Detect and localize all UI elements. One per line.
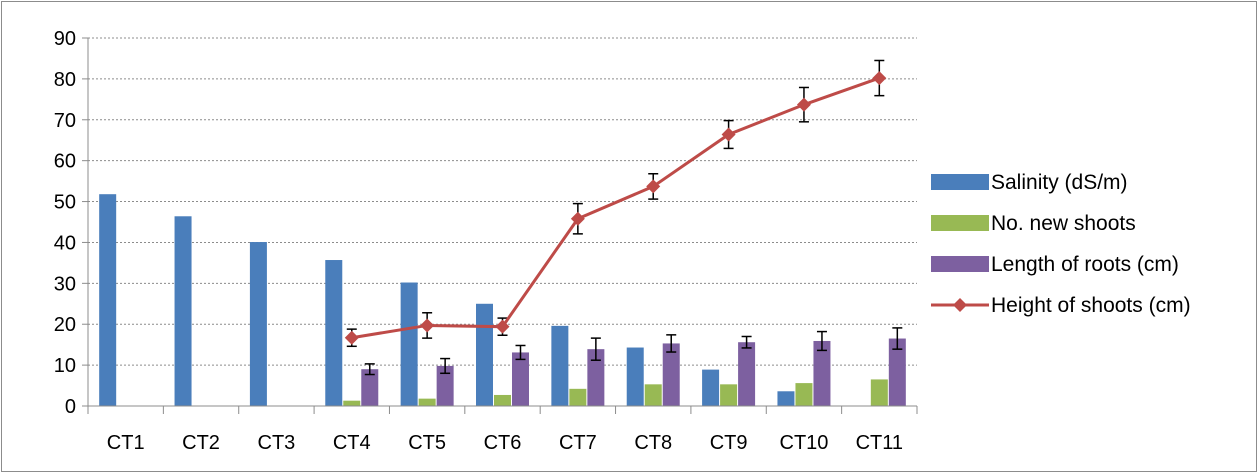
bar-length-of-roots-cm-ct7 [587, 349, 605, 406]
bar-no-new-shoots-ct7 [569, 388, 587, 406]
legend-swatch-length-of-roots-cm [931, 256, 989, 272]
y-tick-label-90: 90 [54, 28, 76, 50]
point-height-of-shoots-cm-ct11 [872, 71, 887, 86]
bar-no-new-shoots-ct5 [418, 398, 436, 406]
y-tick-label-10: 10 [54, 355, 76, 377]
bar-length-of-roots-cm-ct8 [662, 343, 680, 406]
x-tick-label-ct1: CT1 [107, 432, 145, 454]
y-tick-label-0: 0 [65, 396, 76, 418]
x-tick-label-ct4: CT4 [333, 432, 371, 454]
bar-salinity-ds-m-ct8 [626, 347, 644, 406]
bar-salinity-ds-m-ct9 [702, 369, 720, 406]
bar-no-new-shoots-ct4 [343, 400, 361, 406]
bar-length-of-roots-cm-ct11 [888, 338, 906, 406]
bar-no-new-shoots-ct8 [644, 384, 662, 406]
x-tick-label-ct11: CT11 [856, 432, 903, 454]
point-height-of-shoots-cm-ct7 [570, 211, 585, 226]
axes: 0 10 20 30 40 50 60 70 80 90 CT1 CT2 CT3 CT4 CT5 CT6 CT7… [54, 28, 918, 454]
y-tick-label-60: 60 [54, 151, 76, 173]
y-tick-label-50: 50 [54, 192, 76, 214]
y-tick-label-20: 20 [54, 314, 76, 336]
bar-salinity-ds-m-ct5 [400, 282, 418, 406]
x-tick-label-ct8: CT8 [634, 432, 672, 454]
legend-label-length-of-roots-cm: Length of roots (cm) [991, 253, 1179, 276]
bar-salinity-ds-m-ct4 [325, 260, 343, 406]
legend-swatch-salinity-ds-m [931, 174, 989, 190]
bar-marks [99, 194, 906, 406]
x-tick-label-ct7: CT7 [559, 432, 597, 454]
point-height-of-shoots-cm-ct9 [721, 127, 736, 142]
x-tick-label-ct10: CT10 [780, 432, 829, 454]
point-height-of-shoots-cm-ct8 [646, 179, 661, 194]
error-bars [346, 59, 903, 376]
y-tick-label-40: 40 [54, 232, 76, 254]
x-tick-label-ct9: CT9 [710, 432, 748, 454]
bar-salinity-ds-m-ct1 [99, 194, 117, 406]
x-tick-label-ct3: CT3 [258, 432, 296, 454]
bar-length-of-roots-cm-ct6 [512, 352, 529, 406]
line-height-of-shoots-cm [351, 76, 880, 340]
grid-lines [88, 37, 917, 366]
bar-length-of-roots-cm-ct4 [361, 369, 379, 406]
bar-no-new-shoots-ct10 [795, 383, 813, 406]
bar-no-new-shoots-ct9 [720, 384, 738, 406]
legend: Salinity (dS/m) No. new shoots Length of r… [931, 171, 1191, 317]
bar-salinity-ds-m-ct10 [777, 391, 795, 406]
line-series [344, 71, 887, 345]
legend-label-salinity-ds-m: Salinity (dS/m) [991, 171, 1128, 194]
bar-length-of-roots-cm-ct10 [813, 340, 831, 406]
bar-length-of-roots-cm-ct9 [738, 342, 756, 406]
point-height-of-shoots-cm-ct5 [420, 318, 435, 333]
bar-length-of-roots-cm-ct5 [436, 365, 454, 406]
bar-salinity-ds-m-ct2 [174, 216, 192, 406]
legend-label-no-new-shoots: No. new shoots [991, 212, 1136, 235]
point-height-of-shoots-cm-ct10 [796, 97, 811, 112]
y-tick-label-70: 70 [54, 110, 76, 132]
legend-label-height-of-shoots-cm: Height of shoots (cm) [991, 294, 1191, 317]
x-tick-label-ct5: CT5 [408, 432, 446, 454]
y-tick-label-30: 30 [54, 273, 76, 295]
x-tick-label-ct2: CT2 [182, 432, 220, 454]
bar-no-new-shoots-ct11 [870, 379, 888, 406]
legend-marker-height-of-shoots-cm [953, 298, 967, 312]
bar-salinity-ds-m-ct3 [249, 242, 267, 406]
legend-swatch-no-new-shoots [931, 215, 989, 231]
y-tick-label-80: 80 [54, 69, 76, 91]
bar-salinity-ds-m-ct7 [551, 325, 569, 406]
x-tick-label-ct6: CT6 [484, 432, 522, 454]
bar-no-new-shoots-ct6 [494, 394, 511, 406]
bar-salinity-ds-m-ct6 [476, 303, 493, 406]
point-height-of-shoots-cm-ct4 [344, 330, 359, 345]
point-height-of-shoots-cm-ct6 [495, 319, 510, 334]
